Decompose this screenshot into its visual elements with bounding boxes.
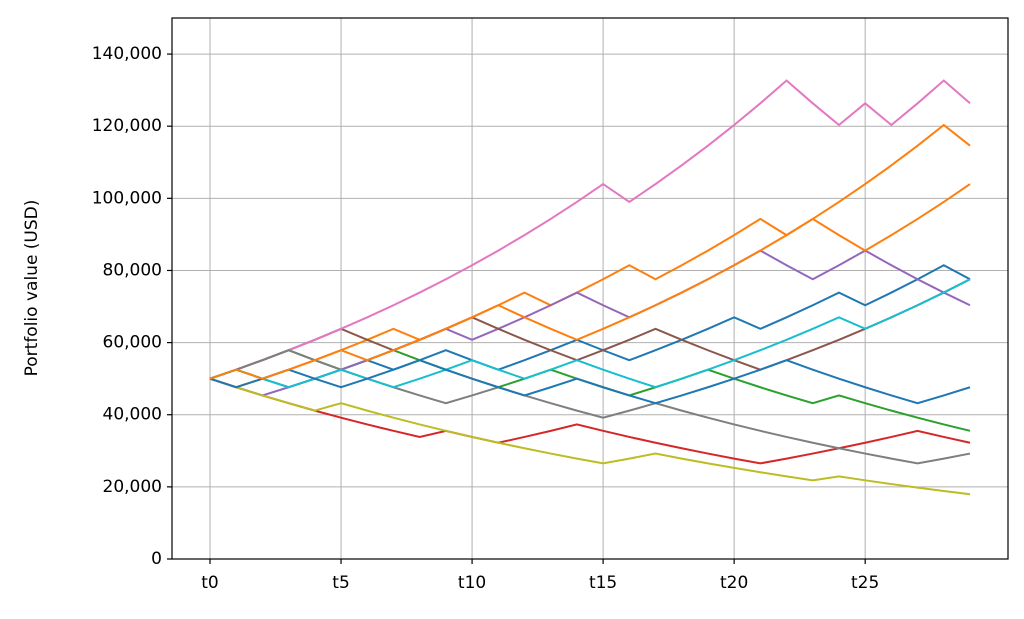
series-line	[209, 349, 971, 432]
series-line	[209, 79, 971, 380]
x-tick-label: t0	[201, 573, 218, 593]
y-tick-label: 60,000	[103, 333, 162, 353]
y-tick-label: 20,000	[103, 477, 162, 497]
x-tick-label: t25	[851, 573, 879, 593]
plot-frame	[171, 17, 1009, 560]
series-line	[209, 183, 971, 380]
y-tick-label: 100,000	[92, 188, 162, 208]
y-axis-label: Portfolio value (USD)	[22, 200, 42, 377]
x-tick-label: t10	[458, 573, 486, 593]
series-line	[209, 264, 971, 389]
series-line	[209, 278, 971, 389]
y-tick-label: 120,000	[92, 116, 162, 136]
series-line	[209, 249, 971, 397]
x-tick-label: t5	[332, 573, 349, 593]
x-tick-label: t15	[589, 573, 617, 593]
y-tick-label: 80,000	[103, 260, 162, 280]
y-tick-label: 0	[151, 549, 162, 569]
series-line	[209, 359, 971, 405]
y-tick-label: 40,000	[103, 405, 162, 425]
series-line	[209, 349, 971, 465]
series-line	[209, 377, 971, 496]
x-tick-label: t20	[720, 573, 748, 593]
series-line	[209, 377, 971, 465]
y-tick-label: 140,000	[92, 44, 162, 64]
